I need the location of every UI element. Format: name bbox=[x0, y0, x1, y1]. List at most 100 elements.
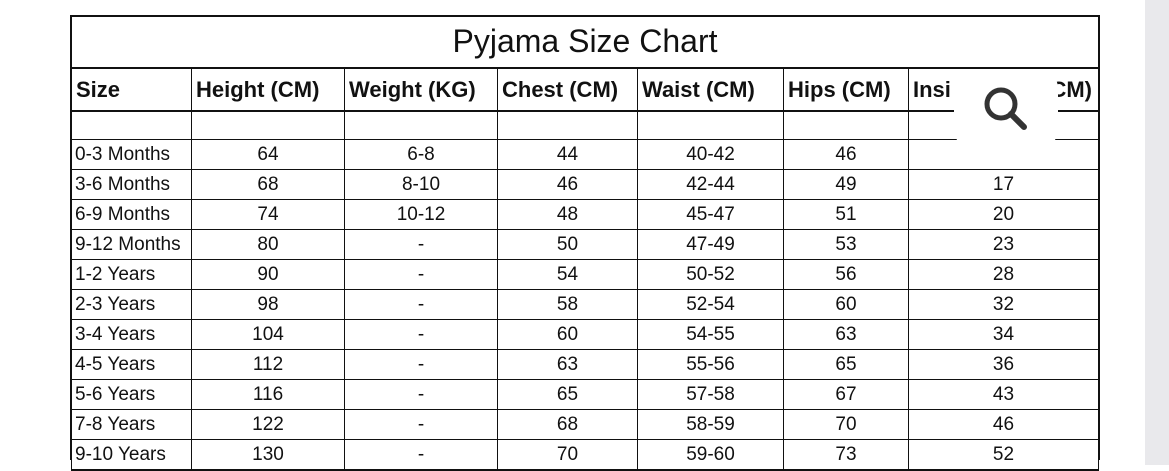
cell-hips: 53 bbox=[783, 229, 909, 260]
cell-size: 0-3 Months bbox=[71, 139, 192, 170]
table-row: 3-4 Years 104-60 54-55 63 34 bbox=[71, 319, 1099, 350]
cell-weight: - bbox=[344, 289, 498, 320]
table-row: 9-10 Years 130-70 59-60 73 52 bbox=[71, 439, 1099, 471]
chart-title: Pyjama Size Chart bbox=[452, 22, 718, 59]
cell-hips: 65 bbox=[783, 349, 909, 380]
cell-waist: 54-55 bbox=[637, 319, 784, 350]
magnifier-icon bbox=[984, 87, 1027, 130]
cell-height: 112 bbox=[191, 349, 345, 380]
cell-weight: - bbox=[344, 349, 498, 380]
cell-size: 5-6 Years bbox=[71, 379, 192, 410]
table-row: 9-12 Months 80-50 47-49 53 23 bbox=[71, 229, 1099, 260]
size-table: Size Height (CM) Weight (KG) Chest (CM) … bbox=[71, 67, 1099, 471]
cell-waist: 57-58 bbox=[637, 379, 784, 410]
cell-inside-leg: 28 bbox=[908, 259, 1099, 290]
cell-chest: 58 bbox=[497, 289, 638, 320]
cell-hips: 49 bbox=[783, 169, 909, 200]
cell-size: 3-4 Years bbox=[71, 319, 192, 350]
cell-waist: 50-52 bbox=[637, 259, 784, 290]
cell-waist: 40-42 bbox=[637, 139, 784, 170]
cell-size: 9-12 Months bbox=[71, 229, 192, 260]
cell-inside-leg: 36 bbox=[908, 349, 1099, 380]
cell-chest: 50 bbox=[497, 229, 638, 260]
col-header-waist: Waist (CM) bbox=[637, 67, 784, 112]
table-row: 0-3 Months 64 6-8 44 40-42 46 bbox=[71, 139, 1099, 170]
cell-hips: 70 bbox=[783, 409, 909, 440]
cell-waist: 58-59 bbox=[637, 409, 784, 440]
cell-hips: 60 bbox=[783, 289, 909, 320]
cell-waist: 52-54 bbox=[637, 289, 784, 320]
cell-inside-leg: 52 bbox=[908, 439, 1099, 471]
cell-weight: 6-8 bbox=[344, 139, 498, 170]
table-row: 1-2 Years 90-54 50-52 56 28 bbox=[71, 259, 1099, 290]
cell-weight: 8-10 bbox=[344, 169, 498, 200]
cell-chest: 65 bbox=[497, 379, 638, 410]
cell-chest: 60 bbox=[497, 319, 638, 350]
zoom-search-button[interactable] bbox=[954, 70, 1058, 148]
cell-size: 2-3 Years bbox=[71, 289, 192, 320]
cell-weight: - bbox=[344, 409, 498, 440]
cell-size: 4-5 Years bbox=[71, 349, 192, 380]
cell-waist: 59-60 bbox=[637, 439, 784, 471]
table-row: 7-8 Years 122-68 58-59 70 46 bbox=[71, 409, 1099, 440]
cell-chest: 44 bbox=[497, 139, 638, 170]
cell-chest: 54 bbox=[497, 259, 638, 290]
cell-size: 9-10 Years bbox=[71, 439, 192, 471]
cell-height: 90 bbox=[191, 259, 345, 290]
cell-height: 74 bbox=[191, 199, 345, 230]
table-row: 3-6 Months 68 8-10 46 42-44 49 17 bbox=[71, 169, 1099, 200]
right-gutter bbox=[1145, 0, 1169, 465]
col-header-chest: Chest (CM) bbox=[497, 67, 638, 112]
cell-inside-leg: 43 bbox=[908, 379, 1099, 410]
cell-waist: 45-47 bbox=[637, 199, 784, 230]
col-header-weight: Weight (KG) bbox=[344, 67, 498, 112]
cell-inside-leg: 46 bbox=[908, 409, 1099, 440]
cell-weight: - bbox=[344, 319, 498, 350]
cell-waist: 47-49 bbox=[637, 229, 784, 260]
cell-weight: 10-12 bbox=[344, 199, 498, 230]
cell-height: 68 bbox=[191, 169, 345, 200]
blank-row bbox=[71, 110, 1099, 140]
cell-hips: 56 bbox=[783, 259, 909, 290]
cell-weight: - bbox=[344, 439, 498, 471]
cell-size: 7-8 Years bbox=[71, 409, 192, 440]
cell-chest: 63 bbox=[497, 349, 638, 380]
cell-inside-leg: 32 bbox=[908, 289, 1099, 320]
cell-size: 3-6 Months bbox=[71, 169, 192, 200]
col-header-hips: Hips (CM) bbox=[783, 67, 909, 112]
cell-height: 64 bbox=[191, 139, 345, 170]
cell-hips: 46 bbox=[783, 139, 909, 170]
table-row: 6-9 Months 74 10-12 48 45-47 51 20 bbox=[71, 199, 1099, 230]
col-header-height: Height (CM) bbox=[191, 67, 345, 112]
cell-inside-leg: 34 bbox=[908, 319, 1099, 350]
cell-height: 122 bbox=[191, 409, 345, 440]
cell-hips: 63 bbox=[783, 319, 909, 350]
cell-weight: - bbox=[344, 259, 498, 290]
header-row: Size Height (CM) Weight (KG) Chest (CM) … bbox=[71, 67, 1099, 112]
cell-inside-leg: 23 bbox=[908, 229, 1099, 260]
cell-hips: 67 bbox=[783, 379, 909, 410]
cell-size: 1-2 Years bbox=[71, 259, 192, 290]
cell-chest: 68 bbox=[497, 409, 638, 440]
cell-height: 104 bbox=[191, 319, 345, 350]
col-header-inside-leg-start: Insi bbox=[913, 76, 951, 102]
cell-weight: - bbox=[344, 229, 498, 260]
cell-weight: - bbox=[344, 379, 498, 410]
cell-hips: 51 bbox=[783, 199, 909, 230]
cell-inside-leg: 20 bbox=[908, 199, 1099, 230]
cell-height: 80 bbox=[191, 229, 345, 260]
cell-height: 98 bbox=[191, 289, 345, 320]
cell-size: 6-9 Months bbox=[71, 199, 192, 230]
cell-waist: 55-56 bbox=[637, 349, 784, 380]
cell-height: 130 bbox=[191, 439, 345, 471]
cell-height: 116 bbox=[191, 379, 345, 410]
cell-chest: 46 bbox=[497, 169, 638, 200]
table-row: 5-6 Years 116-65 57-58 67 43 bbox=[71, 379, 1099, 410]
col-header-size: Size bbox=[71, 67, 192, 112]
cell-hips: 73 bbox=[783, 439, 909, 471]
cell-waist: 42-44 bbox=[637, 169, 784, 200]
cell-inside-leg: 17 bbox=[908, 169, 1099, 200]
cell-chest: 70 bbox=[497, 439, 638, 471]
cell-chest: 48 bbox=[497, 199, 638, 230]
table-row: 4-5 Years 112-63 55-56 65 36 bbox=[71, 349, 1099, 380]
